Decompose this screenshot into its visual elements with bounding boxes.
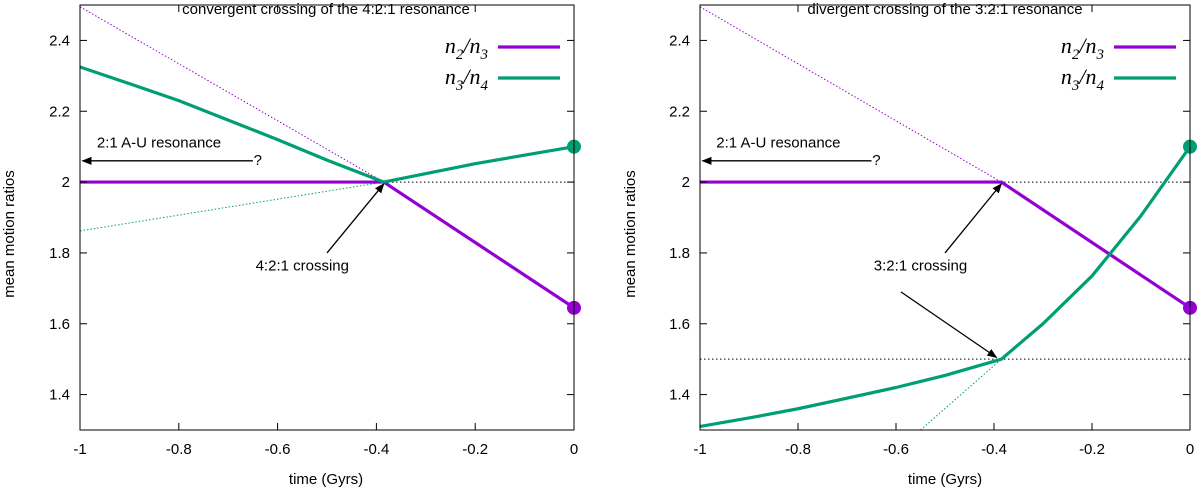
- y-tick-label: 1.4: [669, 387, 690, 404]
- annotation-text: ?: [254, 152, 262, 169]
- x-tick-label: -0.6: [265, 441, 291, 458]
- plot-frame: [699, 4, 1191, 431]
- y-tick-label: 1.8: [49, 245, 70, 262]
- convergent-crossing-chart: convergent crossing of the 4:2:1 resonan…: [1, 1, 581, 488]
- divergent-crossing-chart: divergent crossing of the 3:2:1 resonanc…: [622, 1, 1197, 488]
- y-tick-label: 1.6: [669, 316, 690, 333]
- x-tick-label: -1: [73, 441, 86, 458]
- series-line-n2-n3: [700, 180, 1190, 310]
- extrapolation-dotted-line: [80, 6, 385, 183]
- x-tick-label: 0: [1186, 441, 1194, 458]
- series-line-n3-n4: [80, 65, 574, 184]
- x-axis-label: time (Gyrs): [289, 471, 363, 488]
- x-tick-label: -0.8: [785, 441, 811, 458]
- x-tick-label: 0: [570, 441, 578, 458]
- y-axis-label: mean motion ratios: [1, 170, 18, 298]
- annotation-arrow: [900, 291, 998, 358]
- series-group: [80, 65, 574, 310]
- series-group: [700, 145, 1190, 429]
- y-tick-label: 1.8: [669, 245, 690, 262]
- annotation-text: 2:1 A-U resonance: [97, 134, 221, 151]
- legend-label-n3-n4: n3/n4: [445, 64, 489, 94]
- annotation-text: ?: [872, 152, 880, 169]
- y-tick-label: 2.4: [669, 32, 690, 49]
- y-tick-label: 1.6: [49, 316, 70, 333]
- y-axis-label: mean motion ratios: [622, 170, 639, 298]
- annotation-text: 3:2:1 crossing: [874, 258, 967, 275]
- x-tick-label: -0.4: [981, 441, 1007, 458]
- x-tick-label: -0.6: [883, 441, 909, 458]
- y-tick-label: 1.4: [49, 387, 70, 404]
- plot-frame: [79, 4, 575, 431]
- annotation-arrow: [326, 183, 385, 254]
- series-line-n3-n4: [700, 145, 1190, 429]
- legend-label-n3-n4: n3/n4: [1061, 64, 1105, 94]
- chart-title: divergent crossing of the 3:2:1 resonanc…: [807, 1, 1082, 18]
- y-tick-label: 2: [62, 174, 70, 191]
- y-tick-label: 2.2: [669, 103, 690, 120]
- guide-lines: [80, 6, 574, 232]
- x-tick-label: -0.4: [363, 441, 389, 458]
- annotation-text: 2:1 A-U resonance: [716, 134, 840, 151]
- extrapolation-dotted-line: [700, 6, 1002, 183]
- x-axis-label: time (Gyrs): [908, 471, 982, 488]
- series-line-n2-n3: [80, 180, 574, 310]
- y-tick-label: 2.2: [49, 103, 70, 120]
- y-tick-label: 2: [682, 174, 690, 191]
- annotation-text: 4:2:1 crossing: [256, 258, 349, 275]
- y-tick-label: 2.4: [49, 32, 70, 49]
- annotation-arrow: [944, 183, 1002, 254]
- x-tick-label: -0.8: [166, 441, 192, 458]
- legend-label-n2-n3: n2/n3: [445, 33, 488, 63]
- chart-title: convergent crossing of the 4:2:1 resonan…: [182, 1, 470, 18]
- guide-lines: [700, 6, 1190, 430]
- legend-label-n2-n3: n2/n3: [1061, 33, 1104, 63]
- x-tick-label: -1: [693, 441, 706, 458]
- extrapolation-dotted-line: [80, 181, 384, 232]
- x-tick-label: -0.2: [1079, 441, 1105, 458]
- extrapolation-dotted-line: [920, 358, 1002, 430]
- x-tick-label: -0.2: [462, 441, 488, 458]
